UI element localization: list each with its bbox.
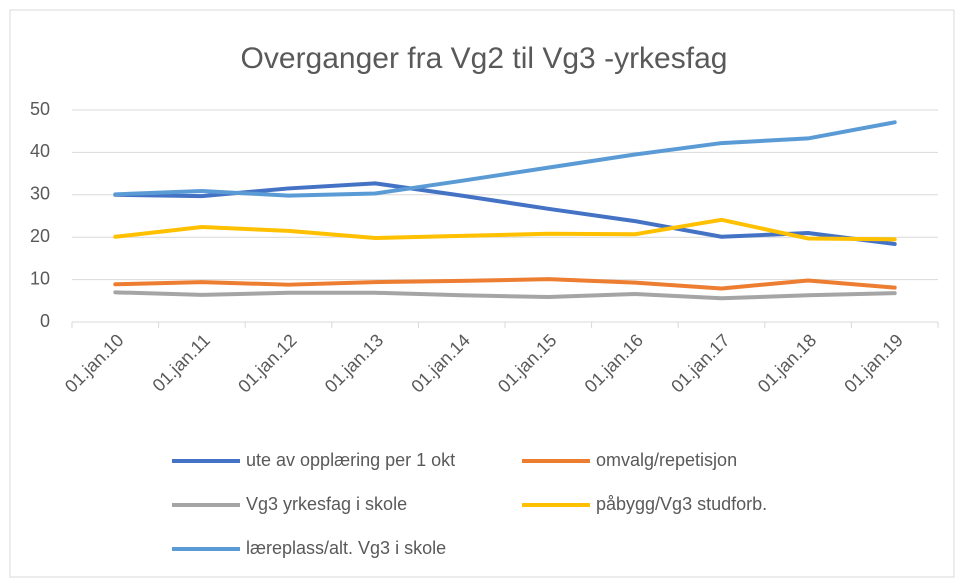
series-line	[113, 290, 897, 301]
chart-title: Overganger fra Vg2 til Vg3 -yrkesfag	[241, 42, 728, 75]
y-tick-label: 0	[40, 311, 50, 331]
legend-label: ute av opplæring per 1 okt	[246, 450, 455, 470]
y-tick-label: 10	[30, 268, 50, 288]
legend-label: omvalg/repetisjon	[596, 450, 737, 470]
legend-label: læreplass/alt. Vg3 i skole	[246, 538, 446, 558]
legend-label: Vg3 yrkesfag i skole	[246, 494, 407, 514]
series-line	[113, 217, 897, 242]
series-line	[113, 120, 897, 198]
y-tick-label: 20	[30, 226, 50, 246]
series-line	[113, 277, 897, 291]
legend-label: påbygg/Vg3 studforb.	[596, 494, 767, 514]
y-tick-label: 40	[30, 141, 50, 161]
y-tick-label: 50	[30, 99, 50, 119]
y-tick-label: 30	[30, 184, 50, 204]
